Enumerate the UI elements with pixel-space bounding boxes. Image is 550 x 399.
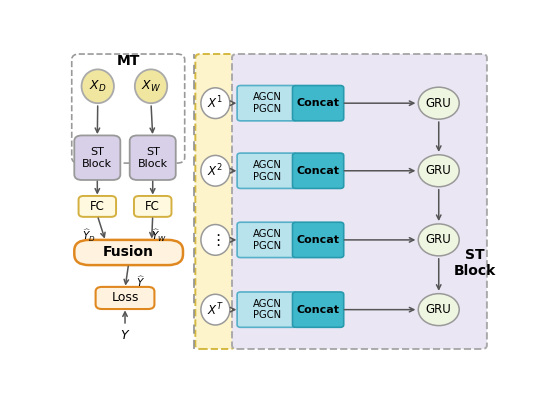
Text: ST
Block: ST Block bbox=[453, 248, 496, 278]
FancyBboxPatch shape bbox=[130, 135, 176, 180]
Text: Concat: Concat bbox=[296, 305, 339, 315]
FancyBboxPatch shape bbox=[293, 85, 344, 121]
Text: $\vdots$: $\vdots$ bbox=[210, 232, 221, 248]
Text: $X_D$: $X_D$ bbox=[89, 79, 107, 94]
Text: $X^T$: $X^T$ bbox=[207, 301, 224, 318]
FancyBboxPatch shape bbox=[74, 135, 120, 180]
Text: Fusion: Fusion bbox=[103, 245, 154, 259]
Ellipse shape bbox=[419, 155, 459, 187]
Ellipse shape bbox=[419, 224, 459, 256]
Text: FC: FC bbox=[90, 200, 104, 213]
FancyBboxPatch shape bbox=[74, 240, 183, 265]
FancyBboxPatch shape bbox=[237, 292, 297, 327]
Ellipse shape bbox=[201, 225, 230, 255]
FancyBboxPatch shape bbox=[293, 222, 344, 258]
Text: $\widehat{Y}_D$: $\widehat{Y}_D$ bbox=[81, 227, 95, 244]
Text: $\widehat{Y}_W$: $\widehat{Y}_W$ bbox=[151, 227, 167, 244]
FancyBboxPatch shape bbox=[79, 196, 116, 217]
Text: AGCN
PGCN: AGCN PGCN bbox=[252, 93, 282, 114]
Text: Concat: Concat bbox=[296, 98, 339, 108]
FancyBboxPatch shape bbox=[293, 292, 344, 327]
FancyBboxPatch shape bbox=[134, 196, 172, 217]
Text: $X_W$: $X_W$ bbox=[141, 79, 161, 94]
Text: MT: MT bbox=[117, 54, 140, 68]
Ellipse shape bbox=[135, 69, 167, 103]
FancyBboxPatch shape bbox=[237, 153, 297, 188]
FancyBboxPatch shape bbox=[237, 85, 297, 121]
Text: AGCN
PGCN: AGCN PGCN bbox=[252, 160, 282, 182]
FancyBboxPatch shape bbox=[195, 54, 234, 349]
Text: $Y$: $Y$ bbox=[120, 329, 130, 342]
Text: ST
Block: ST Block bbox=[82, 147, 112, 168]
FancyBboxPatch shape bbox=[293, 153, 344, 188]
Text: Concat: Concat bbox=[296, 235, 339, 245]
Text: AGCN
PGCN: AGCN PGCN bbox=[252, 299, 282, 320]
Text: GRU: GRU bbox=[426, 233, 452, 247]
Text: $X^1$: $X^1$ bbox=[207, 95, 223, 111]
Text: ST
Block: ST Block bbox=[138, 147, 168, 168]
Text: Loss: Loss bbox=[111, 291, 139, 304]
FancyBboxPatch shape bbox=[232, 54, 487, 349]
Text: GRU: GRU bbox=[426, 303, 452, 316]
Text: GRU: GRU bbox=[426, 97, 452, 110]
Ellipse shape bbox=[419, 294, 459, 326]
Text: AGCN
PGCN: AGCN PGCN bbox=[252, 229, 282, 251]
Ellipse shape bbox=[201, 156, 230, 186]
Text: Concat: Concat bbox=[296, 166, 339, 176]
Ellipse shape bbox=[201, 88, 230, 119]
FancyBboxPatch shape bbox=[96, 287, 155, 309]
Ellipse shape bbox=[419, 87, 459, 119]
Text: $\widehat{Y}$: $\widehat{Y}$ bbox=[136, 274, 145, 289]
Ellipse shape bbox=[81, 69, 114, 103]
Text: GRU: GRU bbox=[426, 164, 452, 177]
Ellipse shape bbox=[201, 294, 230, 325]
Text: $X^2$: $X^2$ bbox=[207, 162, 223, 179]
Text: FC: FC bbox=[145, 200, 160, 213]
FancyBboxPatch shape bbox=[237, 222, 297, 258]
